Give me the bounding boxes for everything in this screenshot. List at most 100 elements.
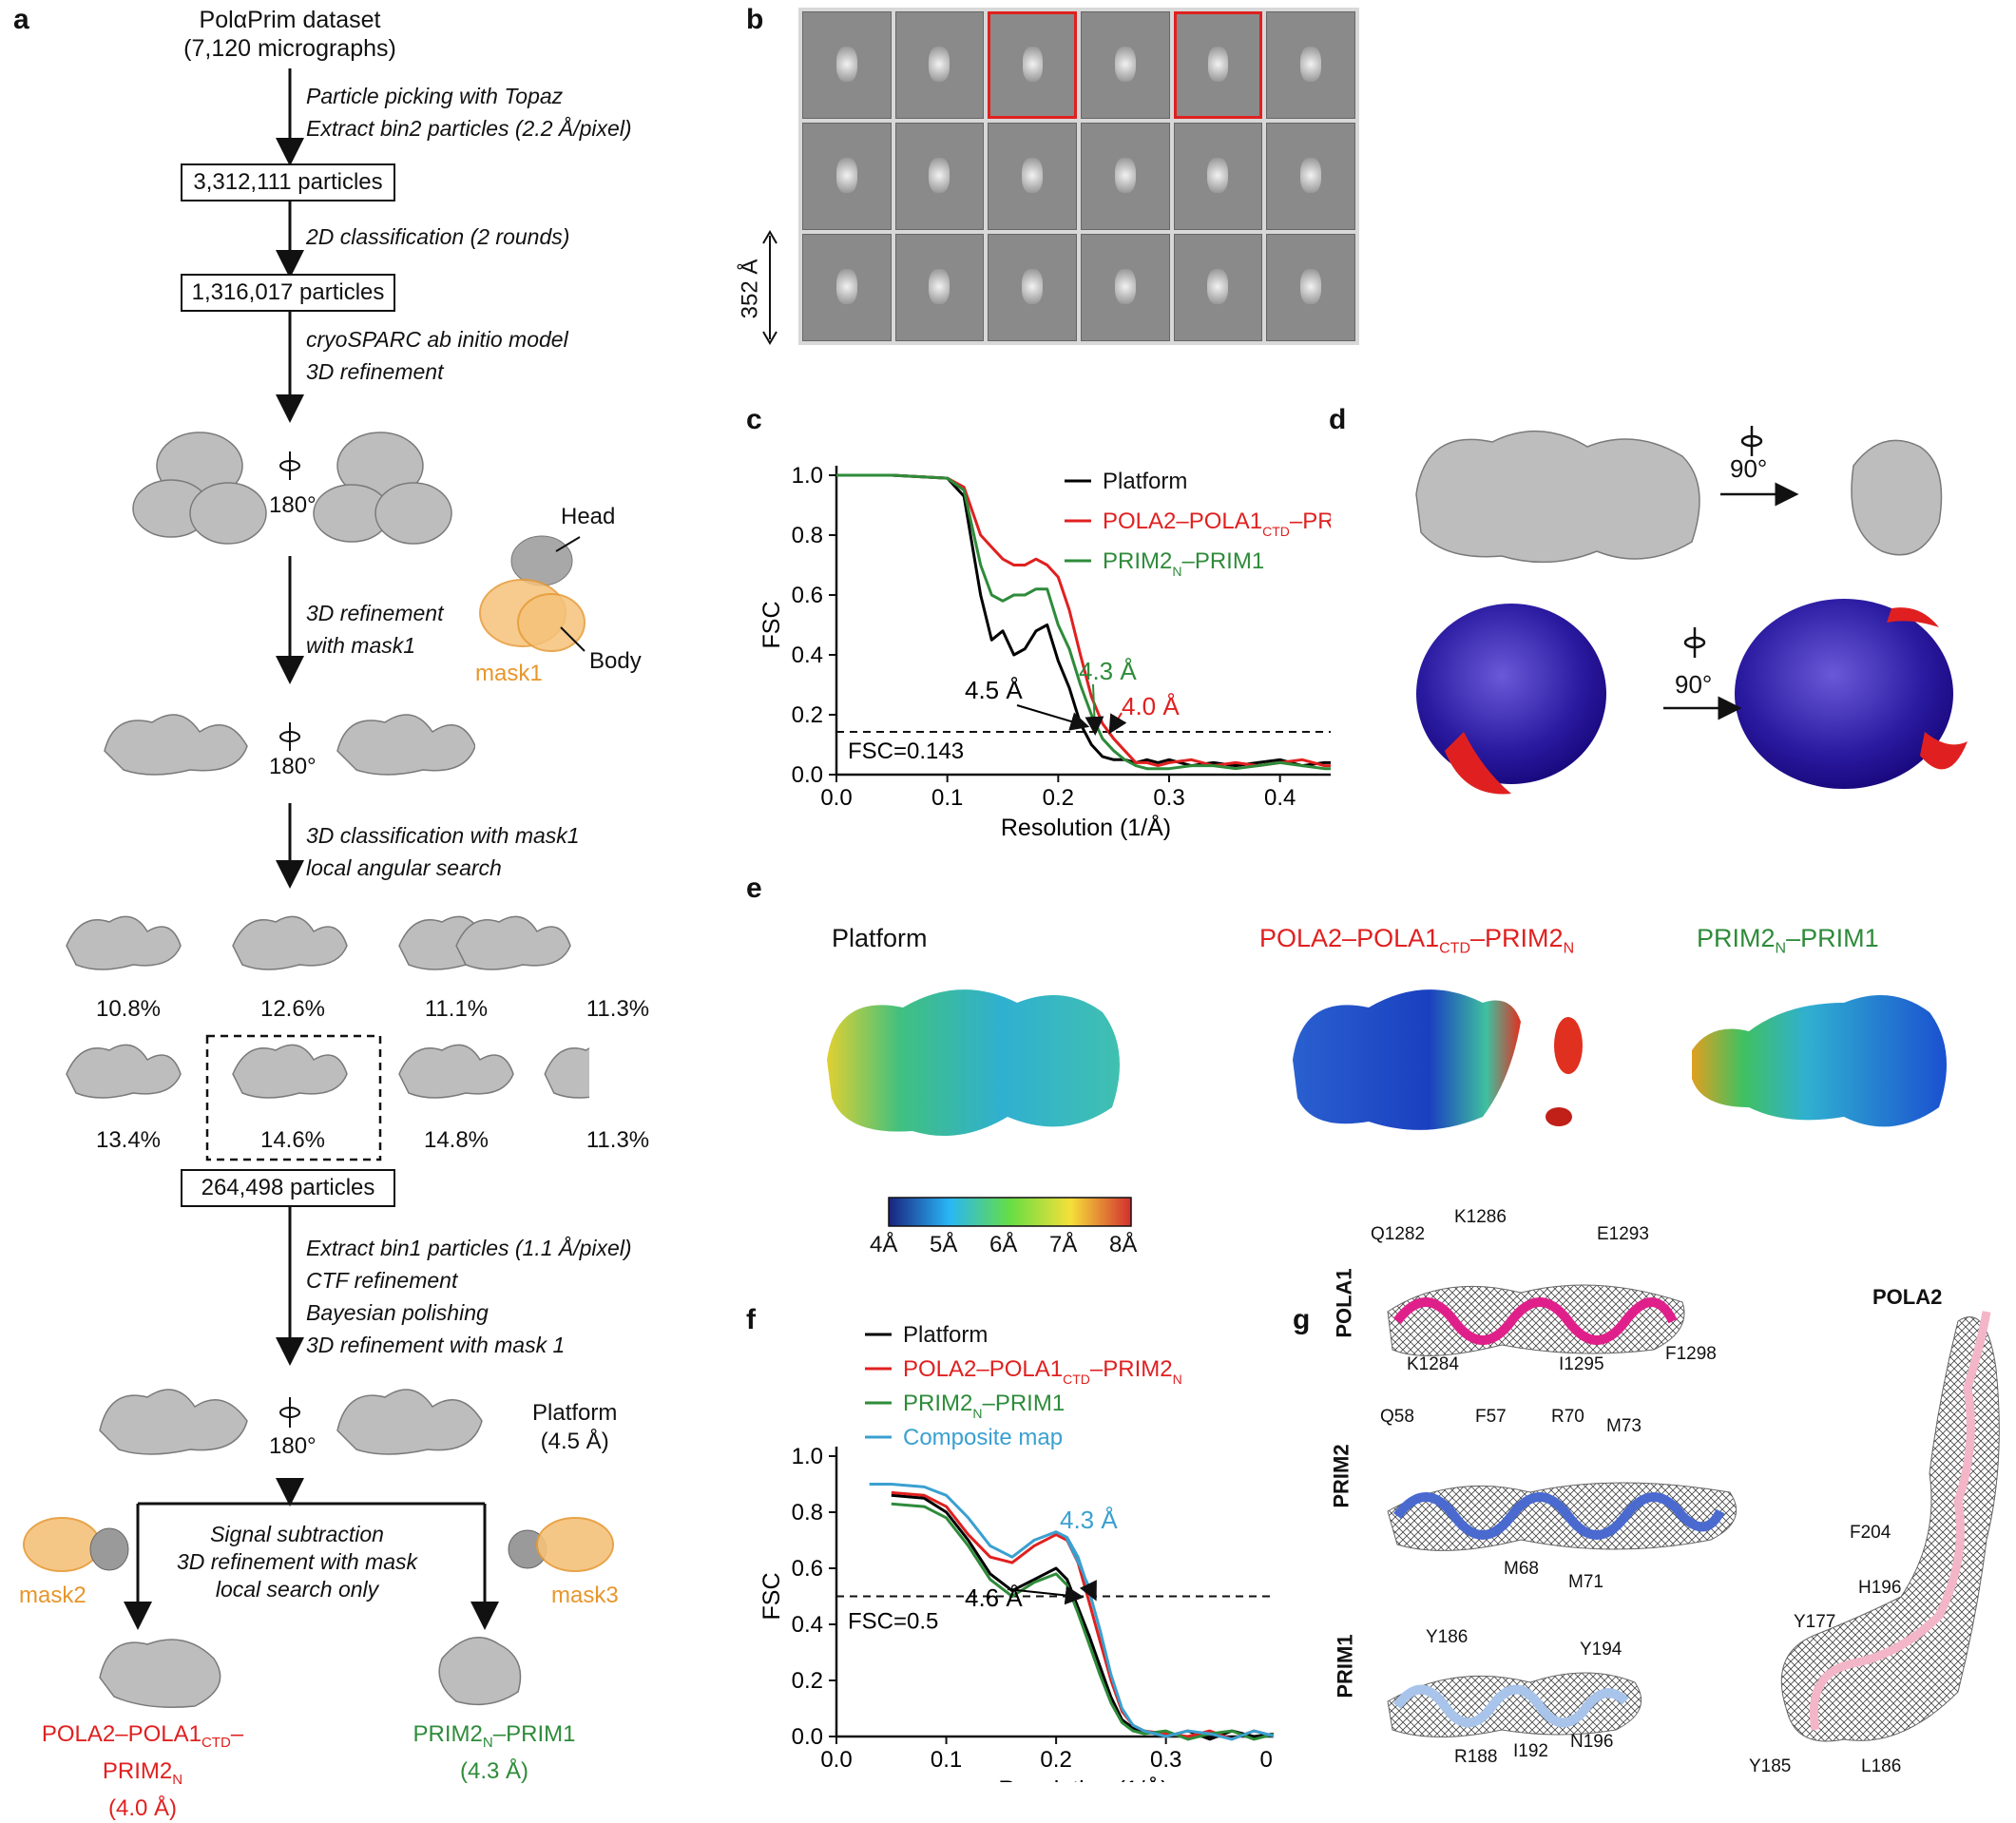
x-axis-label: Resolution (1/Å) <box>1001 813 1171 841</box>
resolution-annotation: 4.6 Å <box>965 1583 1023 1612</box>
y-tick-label: 0.0 <box>792 1724 823 1750</box>
y-tick-label: 0.2 <box>792 702 823 728</box>
y-tick-label: 0.6 <box>792 583 823 608</box>
class-pct-2: 12.6% <box>259 996 326 1022</box>
panel-label-g: g <box>1293 1304 1311 1335</box>
mask3-label: mask3 <box>551 1583 619 1608</box>
step-3d-classification: 3D classification with mask1 local angul… <box>306 819 580 884</box>
2d-class-tile <box>988 123 1077 230</box>
particles-box-2: 1,316,017 particles <box>181 274 395 312</box>
threshold-label: FSC=0.5 <box>848 1609 938 1635</box>
2d-class-tile <box>802 123 892 230</box>
class-maps <box>66 915 589 1099</box>
pola2-label: POLA2 <box>1872 1285 1943 1309</box>
residue-label: Q58 <box>1380 1407 1414 1427</box>
2d-class-tile-selected <box>1173 11 1263 119</box>
residue-label: R70 <box>1551 1407 1584 1427</box>
platform-map-views <box>1415 426 1943 564</box>
prim2-label: PRIM2 <box>1329 1444 1354 1508</box>
step6-line2: CTF refinement <box>306 1268 458 1293</box>
residue-label: I192 <box>1513 1741 1548 1761</box>
platform-label-name: Platform <box>532 1400 618 1426</box>
residue-label: Y186 <box>1426 1627 1469 1647</box>
map-title-pola2: POLA2–POLA1CTD–PRIM2N <box>1259 924 1575 957</box>
y-tick-label: 0.6 <box>792 1556 823 1582</box>
residue-label: K1286 <box>1454 1207 1507 1227</box>
rotation-label-2: 180° <box>269 754 317 779</box>
residue-label: F57 <box>1475 1407 1507 1427</box>
x-axis-label: Resolution (1/Å) <box>998 1775 1168 1782</box>
step6-line3: Bayesian polishing <box>306 1300 489 1325</box>
resolution-annotation: 4.3 Å <box>1060 1506 1118 1534</box>
step3-line1: cryoSPARC ab initio model <box>306 327 568 352</box>
panel-label-a: a <box>13 4 29 35</box>
y-tick-label: 0.2 <box>792 1668 823 1694</box>
rotation-label-d-bottom: 90° <box>1675 670 1713 699</box>
resolution-annotation: 4.5 Å <box>965 676 1023 704</box>
scale-bar-arrow <box>762 230 778 345</box>
colorbar-tick-5: 5Å <box>930 1232 958 1257</box>
mask2-illustration <box>23 1517 129 1572</box>
step7-line3: local search only <box>215 1577 379 1602</box>
local-resolution-colorbar <box>888 1197 1132 1227</box>
resolution-annotation: 4.0 Å <box>1122 692 1180 720</box>
step-ab-initio: cryoSPARC ab initio model 3D refinement <box>306 323 568 388</box>
prim1-label: PRIM1 <box>1333 1634 1357 1698</box>
platform-label: Platform (4.5 Å) <box>532 1399 617 1456</box>
2d-class-tile <box>988 234 1077 341</box>
residue-label: Q1282 <box>1371 1224 1426 1244</box>
step5-line1: 3D classification with mask1 <box>306 823 580 848</box>
residue-label: I1295 <box>1559 1354 1604 1374</box>
class-pct-4: 11.3% <box>586 996 650 1022</box>
2d-class-tile <box>1266 123 1355 230</box>
mask1-illustration <box>479 535 586 652</box>
dataset-title: PolαPrim dataset (7,120 micrographs) <box>162 6 418 63</box>
fsc-chart-c: 0.0 0.1 0.2 0.3 0.4 0.0 0.2 0.4 0.6 0.8 1.0 Resolut… <box>758 463 1331 841</box>
legend-label: PRIM2N–PRIM1 <box>903 1391 1065 1421</box>
x-tick-label: 0.4 <box>1260 1747 1274 1773</box>
colorbar-tick-7: 7Å <box>1049 1232 1078 1257</box>
residue-label: H196 <box>1858 1578 1902 1598</box>
residue-label: F204 <box>1850 1523 1891 1543</box>
residue-label: M73 <box>1606 1416 1642 1436</box>
flowchart-arrows <box>124 68 499 1630</box>
series-line <box>891 1493 1274 1741</box>
series-line <box>836 473 1331 768</box>
rotation-label-1: 180° <box>269 492 317 518</box>
rotation-label-d-top: 90° <box>1730 454 1768 483</box>
x-tick-label: 0.0 <box>820 785 852 811</box>
annotation-arrow <box>1016 704 1090 731</box>
series-line <box>891 1502 1274 1741</box>
residue-label: L186 <box>1861 1756 1902 1776</box>
dataset-count: (7,120 micrographs) <box>183 35 396 62</box>
colorbar-tick-6: 6Å <box>989 1232 1018 1257</box>
panel-label-d: d <box>1329 404 1347 435</box>
y-tick-label: 0.8 <box>792 1500 823 1526</box>
fsc-chart-f: 0.0 0.1 0.2 0.3 0.4 0.0 0.2 0.4 0.6 0.8 1.0 Resolut… <box>758 1322 1274 1782</box>
2d-class-tile <box>894 11 985 119</box>
y-tick-label: 0.4 <box>792 1612 823 1638</box>
x-tick-label: 0.2 <box>1040 1747 1071 1773</box>
residue-label: F1298 <box>1665 1344 1717 1364</box>
annotation-arrow <box>1108 712 1127 735</box>
step6-line1: Extract bin1 particles (1.1 Å/pixel) <box>306 1236 632 1260</box>
map-title-platform: Platform <box>832 924 928 952</box>
step7-line1: Signal subtraction <box>210 1522 384 1546</box>
angular-distribution <box>1416 599 1968 795</box>
residue-label: Y194 <box>1580 1640 1622 1660</box>
y-tick-label: 0.8 <box>792 523 823 548</box>
panel-label-e: e <box>746 873 762 904</box>
legend-label: Composite map <box>903 1425 1063 1450</box>
step-refinement-mask1: 3D refinement with mask1 <box>306 597 443 662</box>
residue-label: M68 <box>1504 1559 1539 1579</box>
annotation-arrow <box>1085 683 1104 736</box>
class-pct-5: 13.4% <box>95 1127 162 1153</box>
output-right-label: PRIM2N–PRIM1 (4.3 Å) <box>399 1720 589 1786</box>
head-label: Head <box>561 504 616 529</box>
output-left-label: POLA2–POLA1CTD–PRIM2N (4.0 Å) <box>5 1720 280 1823</box>
output-left-res: (4.0 Å) <box>107 1794 178 1821</box>
x-tick-label: 0.3 <box>1150 1747 1181 1773</box>
2d-class-tile-selected <box>988 11 1077 119</box>
particles-box-1: 3,312,111 particles <box>181 163 395 201</box>
colorbar-tick-8: 8Å <box>1109 1232 1138 1257</box>
